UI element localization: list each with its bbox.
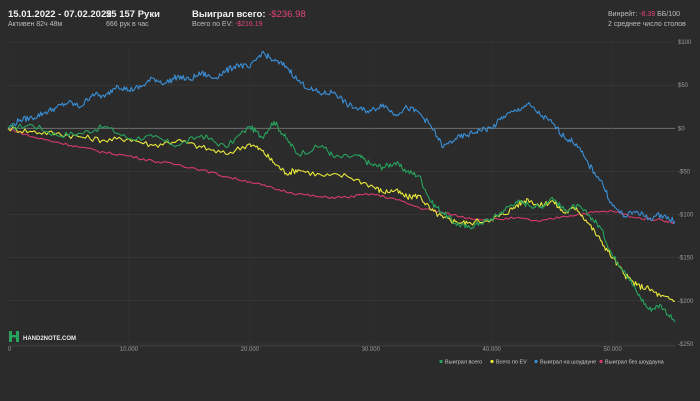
legend-label: Выиграл всего xyxy=(445,360,482,366)
hands-per-hour: 666 рук в час xyxy=(106,21,149,28)
legend-item-nonshowdown[interactable]: Выиграл без шоудауна xyxy=(599,359,665,366)
x-tick-label: 0 xyxy=(8,347,12,353)
legend[interactable]: Выиграл всего Всего по EV Выиграл на шоуда… xyxy=(439,359,665,366)
y-tick-label: $100 xyxy=(678,40,692,46)
won-value: -$236.98 xyxy=(268,9,306,20)
x-axis-ticks: 0 10.000 20.000 30.000 40.000 50.000 xyxy=(8,347,622,353)
legend-marker xyxy=(439,359,443,364)
legend-marker xyxy=(490,359,494,364)
legend-label: Выиграл на шоудауне xyxy=(540,360,596,366)
series-line-total xyxy=(7,120,676,323)
y-tick-label: -$50 xyxy=(678,169,691,175)
y-tick-label: -$100 xyxy=(678,213,694,219)
legend-item-ev[interactable]: Всего по EV xyxy=(490,360,527,366)
winrate: Винрейт: -8.39 ББ/100 xyxy=(608,11,680,18)
hands-count: 55 157 Руки xyxy=(106,9,160,20)
won-total: Выиграл всего: -$236.98 xyxy=(192,9,306,20)
logo-text: HAND2NOTE.COM xyxy=(23,336,76,342)
ev-label: Всего по EV: xyxy=(192,21,233,28)
winrate-value: -8.39 xyxy=(639,11,656,18)
x-tick-label: 20.000 xyxy=(241,347,260,353)
y-axis-ticks: $100 $50 $0 -$50 -$100 -$150 -$200 -$250 xyxy=(678,40,694,348)
legend-item-total[interactable]: Выиграл всего xyxy=(439,360,482,366)
legend-marker xyxy=(599,359,603,364)
won-label: Выиграл всего: xyxy=(192,9,266,20)
date-range: 15.01.2022 - 07.02.2022 xyxy=(8,9,112,20)
legend-marker xyxy=(534,359,538,364)
grid-lines xyxy=(7,41,675,347)
hand2note-logo: HAND2NOTE.COM xyxy=(9,331,76,342)
series-line-ev xyxy=(7,126,676,303)
winrate-label: Винрейт: xyxy=(608,11,638,18)
series-line-nonshowdown xyxy=(7,127,676,225)
legend-item-showdown[interactable]: Выиграл на шоудауне xyxy=(534,360,596,366)
logo-bar-mid xyxy=(9,335,19,338)
summary-header: 15.01.2022 - 07.02.2022 Активен 82ч 48м … xyxy=(0,0,700,36)
x-tick-label: 10.000 xyxy=(120,347,139,353)
y-tick-label: $50 xyxy=(678,83,689,89)
x-tick-label: 40.000 xyxy=(483,347,502,353)
ev-total: Всего по EV: -$216.19 xyxy=(192,21,263,28)
x-tick-label: 50.000 xyxy=(603,347,622,353)
y-tick-label: -$200 xyxy=(678,299,694,305)
ev-value: -$216.19 xyxy=(234,21,263,28)
series-lines xyxy=(7,50,676,323)
y-tick-label: -$150 xyxy=(678,256,694,262)
y-tick-label: -$250 xyxy=(678,342,694,348)
winrate-unit: ББ/100 xyxy=(657,11,680,18)
active-time: Активен 82ч 48м xyxy=(8,21,63,28)
series-line-showdown xyxy=(8,50,676,224)
legend-label: Выиграл без шоудауна xyxy=(605,360,665,366)
legend-label: Всего по EV xyxy=(496,360,527,366)
x-tick-label: 30.000 xyxy=(362,347,381,353)
y-tick-label: $0 xyxy=(678,126,685,132)
avg-tables: 2 среднее число столов xyxy=(608,21,686,28)
